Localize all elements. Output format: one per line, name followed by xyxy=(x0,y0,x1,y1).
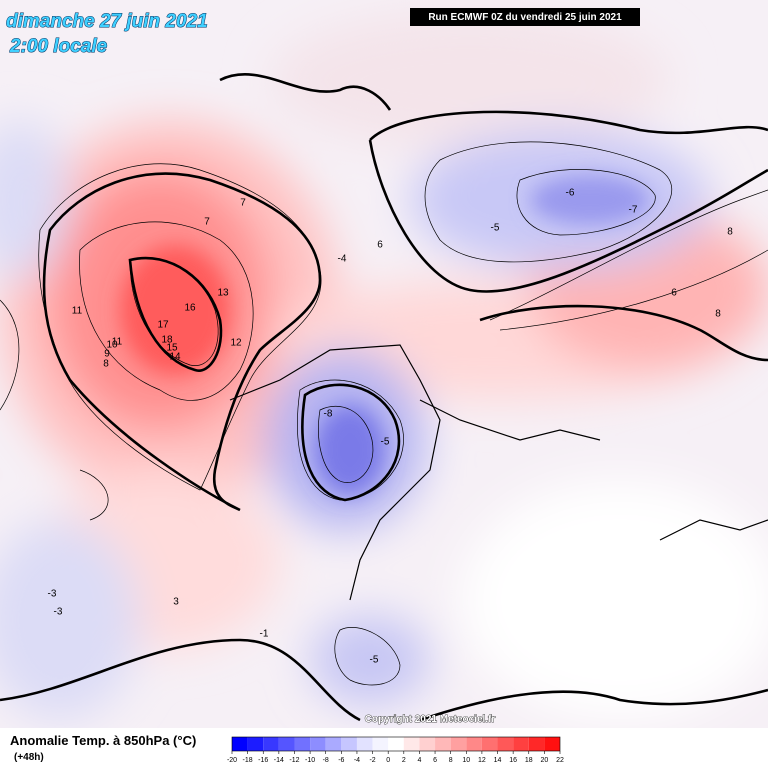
colorbar-swatch xyxy=(341,737,357,751)
colorbar-swatch xyxy=(403,737,420,751)
contour-label: -5 xyxy=(381,437,390,448)
copyright: Copyright 2021 Meteociel.fr xyxy=(365,714,496,725)
colorbar-tick-label: -10 xyxy=(305,757,315,764)
colorbar-tick-label: 18 xyxy=(525,757,533,764)
colorbar-swatch xyxy=(325,737,342,751)
contour-label: -5 xyxy=(491,223,500,234)
colorbar-swatch xyxy=(544,737,560,751)
colorbar-tick-label: -8 xyxy=(323,757,329,764)
contour-label: 18 xyxy=(161,335,173,346)
contour-label: 13 xyxy=(217,288,229,299)
colorbar-tick-label: 4 xyxy=(417,757,421,764)
colorbar: -20 -18 -16 -14 -12 -10 -8 -6 -4 -2 0 2 4 6 8 10 12 14 16 1… xyxy=(227,736,564,764)
colorbar-tick-label: -12 xyxy=(289,757,299,764)
run-box xyxy=(410,8,640,26)
contour-label: 7 xyxy=(204,217,210,228)
colorbar-swatch xyxy=(513,737,529,751)
contour-label: -1 xyxy=(260,629,269,640)
colorbar-swatch xyxy=(310,737,326,751)
contour-label: 16 xyxy=(184,303,196,314)
legend-lead: (+48h) xyxy=(14,752,44,763)
contour-label: -7 xyxy=(629,205,638,216)
colorbar-tick-label: 12 xyxy=(478,757,486,764)
contour-label: 6 xyxy=(377,240,383,251)
contour-label: -3 xyxy=(54,607,63,618)
colorbar-tick-label: -4 xyxy=(354,757,360,764)
contour-label: 10 xyxy=(106,340,118,351)
colorbar-swatch xyxy=(372,737,389,751)
contour-label: 14 xyxy=(169,352,181,363)
colorbar-swatch xyxy=(356,737,373,751)
colorbar-swatch xyxy=(278,737,295,751)
contour-label: 8 xyxy=(103,359,109,370)
colorbar-tick-label: 16 xyxy=(509,757,517,764)
colorbar-swatch xyxy=(497,737,514,751)
colorbar-swatch xyxy=(388,737,404,751)
colorbar-tick-label: -2 xyxy=(369,757,375,764)
contour-label: 17 xyxy=(157,320,169,331)
colorbar-tick-label: -14 xyxy=(274,757,284,764)
colorbar-frame xyxy=(231,736,561,752)
colorbar-swatch xyxy=(247,737,264,751)
colorbar-tick-label: -16 xyxy=(258,757,268,764)
contour-label: 3 xyxy=(173,597,179,608)
colorbar-swatch xyxy=(481,737,498,751)
colorbar-tick-label: 2 xyxy=(402,757,406,764)
colorbar-swatch xyxy=(232,737,248,751)
contour-label: 8 xyxy=(727,227,733,238)
contour-label: 11 xyxy=(72,306,83,317)
contour-label: -8 xyxy=(324,409,333,420)
colorbar-tick-label: 8 xyxy=(449,757,453,764)
contour-label: 8 xyxy=(715,309,721,320)
colorbar-swatch xyxy=(466,737,482,751)
contour-label: 11 xyxy=(112,337,123,348)
contour-label: -4 xyxy=(338,254,347,265)
map-field: 1816171514131211111098776-8-5-4-6-7-5868… xyxy=(0,0,768,728)
colorbar-swatch xyxy=(419,737,436,751)
contour-label: 9 xyxy=(104,349,110,360)
contour-label: 15 xyxy=(166,343,178,354)
colorbar-swatch xyxy=(294,737,311,751)
colorbar-tick-label: -18 xyxy=(243,757,253,764)
colorbar-tick-label: 14 xyxy=(494,757,502,764)
colorbar-swatch xyxy=(263,737,279,751)
colorbar-tick-label: 0 xyxy=(386,757,390,764)
colorbar-swatch xyxy=(528,737,545,751)
colorbar-tick-label: 22 xyxy=(556,757,564,764)
contour-label: -3 xyxy=(48,589,57,600)
colorbar-swatch xyxy=(435,737,451,751)
contour-label: 12 xyxy=(230,338,242,349)
colorbar-tick-label: -6 xyxy=(338,757,344,764)
map-time: 2:00 locale xyxy=(9,36,108,57)
colorbar-tick-label: 6 xyxy=(433,757,437,764)
colorbar-tick-label: 20 xyxy=(540,757,548,764)
map-title: dimanche 27 juin 2021 xyxy=(6,11,208,32)
legend-title: Anomalie Temp. à 850hPa (°C) xyxy=(10,733,196,748)
contour-label: 7 xyxy=(240,198,246,209)
run-info: Run ECMWF 0Z du vendredi 25 juin 2021 xyxy=(428,12,622,23)
contour-label: 6 xyxy=(671,288,677,299)
contour-label: -6 xyxy=(566,188,575,199)
colorbar-tick-label: 10 xyxy=(462,757,470,764)
colorbar-swatch xyxy=(450,737,467,751)
contour-label: -5 xyxy=(370,655,379,666)
colorbar-tick-label: -20 xyxy=(227,757,237,764)
